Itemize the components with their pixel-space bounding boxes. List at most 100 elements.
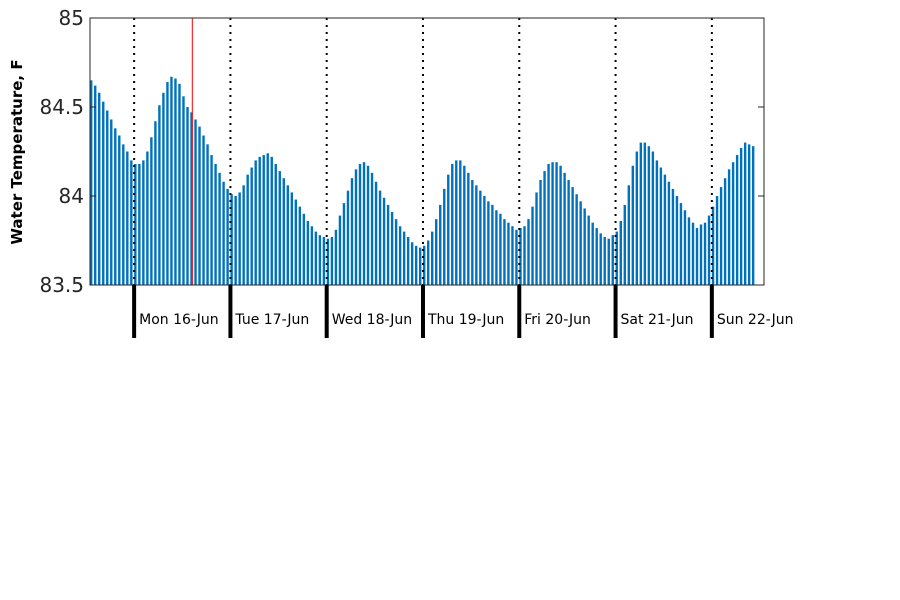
bar: [475, 185, 478, 285]
y-tick-label: 84: [59, 184, 84, 208]
bar: [410, 242, 414, 285]
bar: [302, 213, 306, 285]
bar: [402, 231, 406, 285]
bar: [102, 101, 105, 285]
bar: [182, 96, 185, 285]
bar: [330, 236, 334, 285]
bar: [667, 181, 671, 285]
bar: [683, 210, 687, 285]
bar: [218, 172, 221, 285]
bar: [398, 226, 402, 285]
bar: [735, 155, 739, 285]
bar: [270, 156, 273, 285]
bar: [190, 112, 193, 285]
day-label: Fri 20-Jun: [524, 312, 591, 328]
bar: [242, 185, 245, 285]
bar: [166, 82, 169, 285]
bar: [591, 222, 594, 285]
bar: [94, 85, 97, 285]
bar: [435, 219, 438, 285]
bar: [306, 220, 310, 285]
day-label: Sun 22-Jun: [717, 312, 794, 328]
bars-group: [90, 76, 755, 286]
bar: [607, 238, 610, 285]
bar: [555, 162, 558, 285]
bar: [98, 92, 101, 285]
bar: [386, 204, 390, 285]
day-label: Mon 16-Jun: [139, 312, 219, 328]
x-axis-day-markers: Mon 16-Jun Tue 17-Jun Wed 18-Jun Thu 19-Jun…: [132, 285, 794, 338]
bar: [246, 174, 249, 285]
bar: [543, 171, 546, 285]
bar: [511, 226, 514, 285]
bar: [266, 153, 269, 285]
bar: [278, 171, 281, 285]
bar: [130, 160, 133, 285]
bar: [627, 185, 631, 285]
bar: [422, 245, 426, 285]
bar: [439, 204, 442, 285]
bar: [326, 238, 330, 285]
bar: [619, 220, 622, 285]
bar: [158, 105, 161, 285]
bar: [715, 196, 719, 285]
bar: [134, 163, 137, 285]
bar: [731, 162, 735, 285]
bar: [587, 215, 590, 285]
bar: [567, 179, 570, 285]
bar: [603, 236, 606, 285]
day-label: Sat 21-Jun: [621, 312, 694, 328]
bar: [202, 135, 205, 285]
bar: [503, 219, 506, 285]
bar: [639, 142, 643, 285]
bar: [643, 142, 647, 285]
bar: [455, 160, 458, 285]
bar: [310, 226, 314, 285]
day-label: Tue 17-Jun: [234, 312, 309, 328]
bar: [527, 219, 530, 285]
bar: [350, 178, 354, 285]
bar: [178, 83, 181, 285]
bar: [230, 194, 233, 285]
bar: [150, 137, 153, 285]
bar: [342, 203, 346, 285]
bar: [531, 206, 534, 285]
bar: [322, 236, 326, 285]
bar: [707, 215, 711, 285]
bar: [186, 107, 189, 285]
bar: [615, 231, 618, 285]
bar: [443, 188, 446, 285]
bar: [571, 187, 574, 285]
bar: [318, 235, 322, 285]
bar: [487, 201, 490, 285]
bar: [282, 178, 285, 285]
bar: [314, 231, 318, 285]
bar: [394, 219, 398, 285]
bar: [679, 203, 683, 285]
bar: [459, 160, 462, 285]
bar: [703, 222, 707, 285]
bar: [210, 155, 213, 285]
bar: [258, 156, 261, 285]
bar: [583, 208, 586, 285]
bar: [90, 80, 93, 285]
day-boundary-lines: [133, 18, 713, 285]
bar: [254, 160, 257, 285]
bar: [467, 172, 470, 285]
bar: [198, 126, 201, 285]
bar: [547, 163, 550, 285]
bar: [623, 204, 626, 285]
bar: [743, 142, 747, 285]
y-tick-label: 84.5: [39, 95, 84, 119]
bar: [234, 196, 237, 285]
bar: [539, 179, 542, 285]
bar: [751, 146, 755, 285]
bar: [414, 245, 418, 285]
bar: [122, 144, 125, 285]
bar: [675, 196, 679, 285]
bar: [655, 160, 659, 285]
bar: [146, 151, 149, 285]
bar: [142, 160, 145, 285]
bar: [479, 190, 482, 285]
